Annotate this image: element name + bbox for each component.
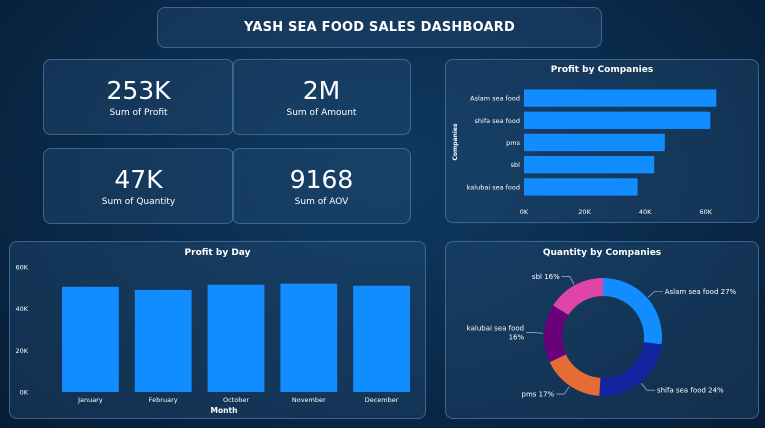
- kpi-card-profit[interactable]: 253K Sum of Profit: [43, 59, 234, 135]
- kpi-value: 2M: [302, 75, 341, 105]
- kpi-value: 253K: [106, 75, 171, 105]
- bar: [207, 284, 265, 392]
- slice-label: shifa sea food 24%: [657, 387, 724, 395]
- category-label: Aslam sea food: [470, 95, 520, 103]
- profit-by-day-chart: January February October November December 0K…: [15, 264, 410, 415]
- bar: [524, 89, 717, 107]
- donut-slice: [599, 342, 662, 396]
- kpi-card-aov[interactable]: 9168 Sum of AOV: [232, 148, 411, 224]
- bar: [353, 285, 410, 392]
- profit-by-day-panel[interactable]: Profit by Day January February October Nove…: [9, 241, 426, 419]
- x-axis-title: Month: [211, 406, 238, 415]
- x-tick-label: November: [292, 396, 326, 404]
- leader-line: [556, 386, 570, 395]
- category-label: sbl: [511, 161, 521, 169]
- slice-label-percent: 16%: [509, 334, 525, 342]
- kpi-label: Sum of AOV: [294, 196, 349, 207]
- category-label: kalubai sea food: [467, 183, 520, 191]
- x-tick-label: 40K: [639, 208, 652, 216]
- y-axis-title: Companies: [452, 123, 459, 161]
- kpi-label: Sum of Profit: [109, 107, 168, 118]
- profit-by-companies-panel[interactable]: Profit by Companies Aslam sea food shifa …: [445, 59, 759, 223]
- slice-label: Aslam sea food 27%: [665, 288, 737, 296]
- donut-slice: [603, 278, 662, 345]
- leader-line: [647, 291, 663, 298]
- x-tick-label: February: [149, 396, 178, 404]
- y-tick-label: 0K: [20, 389, 29, 397]
- bar: [134, 289, 192, 392]
- leader-line: [526, 332, 544, 334]
- category-label: shifa sea food: [475, 117, 520, 125]
- category-label: pms: [506, 139, 520, 147]
- x-tick-label: 0K: [520, 208, 529, 216]
- bar: [62, 286, 119, 392]
- bar: [524, 111, 711, 129]
- slice-label: kalubai sea food: [467, 325, 524, 333]
- kpi-value: 9168: [289, 164, 354, 194]
- kpi-value: 47K: [114, 164, 163, 194]
- x-tick-label: January: [77, 396, 103, 404]
- leader-line: [561, 276, 575, 285]
- kpi-card-quantity[interactable]: 47K Sum of Quantity: [43, 148, 234, 224]
- donut-slice: [544, 305, 569, 363]
- x-tick-label: December: [365, 396, 399, 404]
- kpi-card-amount[interactable]: 2M Sum of Amount: [232, 59, 411, 135]
- dashboard-title-panel: YASH SEA FOOD SALES DASHBOARD: [157, 7, 602, 48]
- kpi-label: Sum of Amount: [286, 107, 357, 118]
- profit-by-companies-chart: Aslam sea food shifa sea food pms sbl kaluba…: [452, 89, 717, 216]
- bar: [524, 156, 655, 174]
- x-tick-label: October: [223, 396, 249, 404]
- chart-title: Quantity by Companies: [542, 248, 662, 258]
- dashboard-title: YASH SEA FOOD SALES DASHBOARD: [244, 20, 515, 35]
- x-tick-label: 60K: [699, 208, 712, 216]
- donut-slice: [549, 354, 601, 396]
- slice-label: pms 17%: [522, 391, 555, 399]
- slice-label: sbl 16%: [532, 273, 560, 281]
- y-tick-label: 40K: [15, 305, 28, 313]
- x-tick-label: 20K: [578, 208, 591, 216]
- y-tick-label: 60K: [15, 264, 28, 272]
- y-tick-label: 20K: [15, 347, 28, 355]
- chart-title: Profit by Day: [184, 248, 251, 258]
- kpi-label: Sum of Quantity: [101, 196, 176, 207]
- bar: [524, 133, 665, 152]
- donut-slice: [553, 278, 603, 316]
- quantity-by-companies-chart: Aslam sea food 27% shifa sea food 24% pms …: [467, 273, 737, 399]
- leader-line: [641, 383, 655, 391]
- bar: [280, 283, 338, 392]
- bar: [524, 178, 638, 196]
- quantity-by-companies-panel[interactable]: Quantity by Companies Aslam sea food 27%…: [445, 241, 759, 419]
- chart-title: Profit by Companies: [550, 65, 654, 75]
